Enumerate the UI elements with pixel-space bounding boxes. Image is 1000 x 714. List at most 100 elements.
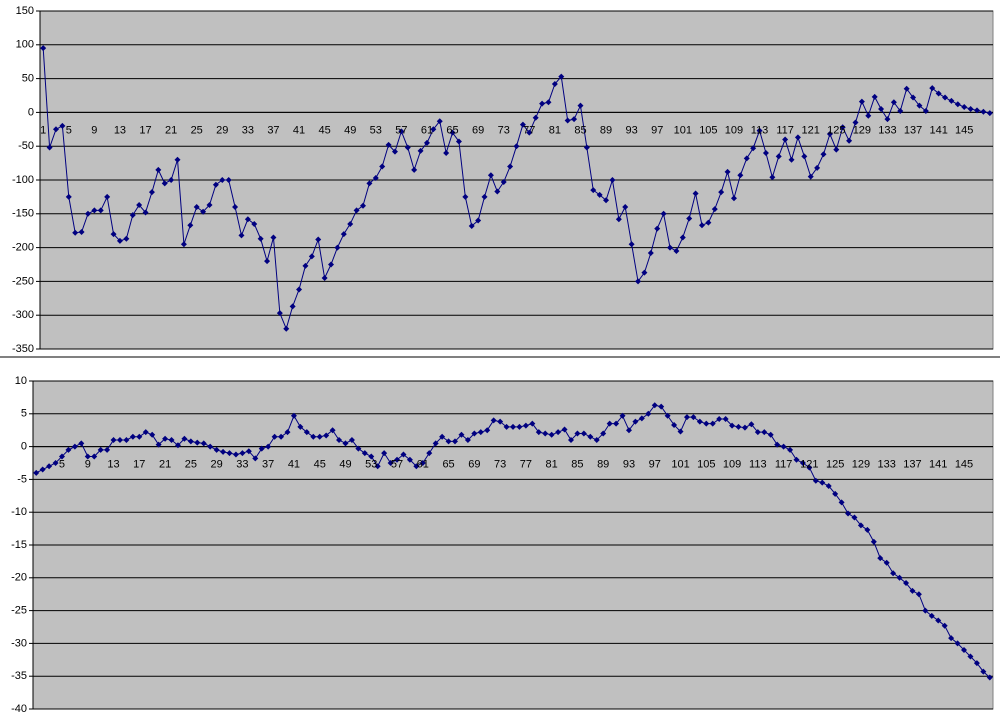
data-point [516,423,523,430]
x-tick-label: 61 [421,124,433,136]
x-tick-label: 45 [314,459,326,471]
data-point [40,45,47,52]
y-tick-label: -200 [12,242,34,254]
data-point [529,420,536,427]
data-point [801,153,808,160]
data-point [297,423,304,430]
x-tick-label: 113 [749,459,767,471]
data-point [769,174,776,181]
data-point [667,244,674,251]
y-tick-label: -10 [11,506,27,518]
data-point [142,429,149,436]
data-point [787,446,794,453]
y-tick-label: -5 [17,473,27,485]
x-tick-label: 13 [114,124,126,136]
data-point [974,107,981,114]
data-point [613,420,620,427]
data-point [342,440,349,447]
data-point [967,106,974,113]
x-tick-label: 41 [288,459,300,471]
x-tick-label: 61 [417,459,429,471]
y-tick-label: -15 [11,539,27,551]
data-point [436,118,443,125]
x-tick-label: 25 [191,124,203,136]
data-point [833,146,840,153]
data-point [329,427,336,434]
data-point [539,100,546,107]
data-point [845,510,852,517]
x-tick-label: 17 [133,459,145,471]
data-point [91,453,98,460]
data-point [935,617,942,624]
data-point [430,126,437,133]
x-tick-label: 9 [85,459,91,471]
x-tick-label: 81 [546,459,558,471]
data-point [782,136,789,143]
data-point [265,443,272,450]
data-point [851,514,858,521]
data-point [207,443,214,450]
x-tick-label: 45 [318,124,330,136]
x-tick-label: 41 [293,124,305,136]
data-point [348,437,355,444]
data-point [628,241,635,248]
data-point [445,438,452,445]
x-tick-label: 97 [649,459,661,471]
x-tick-label: 113 [751,124,769,136]
data-point [973,660,980,667]
data-point [883,559,890,566]
x-tick-label: 57 [395,124,407,136]
data-point [961,103,968,110]
data-point [129,433,136,440]
data-point [961,646,968,653]
data-point [484,427,491,434]
data-point [635,278,642,285]
x-tick-label: 121 [800,459,818,471]
data-point [703,420,710,427]
data-point [303,429,310,436]
x-tick-label: 133 [878,124,896,136]
data-point [696,418,703,425]
data-point [110,437,117,444]
data-point [278,433,285,440]
x-tick-label: 137 [904,124,922,136]
x-tick-label: 93 [623,459,635,471]
data-point [788,156,795,163]
data-point [603,197,610,204]
data-point [271,433,278,440]
data-point [545,99,552,106]
data-point [404,144,411,151]
data-point [477,429,484,436]
data-point [308,253,315,260]
data-point [238,232,245,239]
data-point [532,114,539,121]
data-point [104,446,111,453]
data-point [381,450,388,457]
data-point [334,244,341,251]
y-tick-label: -25 [11,605,27,617]
x-tick-label: 129 [853,124,871,136]
data-point [168,177,175,183]
data-point [340,231,347,238]
x-tick-label: 145 [955,124,973,136]
data-point [510,423,516,430]
data-point [206,202,213,209]
x-tick-label: 17 [139,124,151,136]
data-point [705,219,712,226]
data-point [494,188,501,195]
data-point [858,98,865,105]
data-point [497,418,504,425]
data-point [743,155,750,162]
data-point [455,138,462,145]
x-tick-label: 1 [40,124,46,136]
data-point [245,448,252,455]
y-tick-label: -20 [11,572,27,584]
data-point [870,538,877,545]
data-point [513,143,520,150]
data-point [826,131,833,138]
data-point [148,189,155,196]
data-point [284,429,291,436]
data-point [692,190,699,197]
data-point [155,441,162,448]
data-point [638,415,645,422]
